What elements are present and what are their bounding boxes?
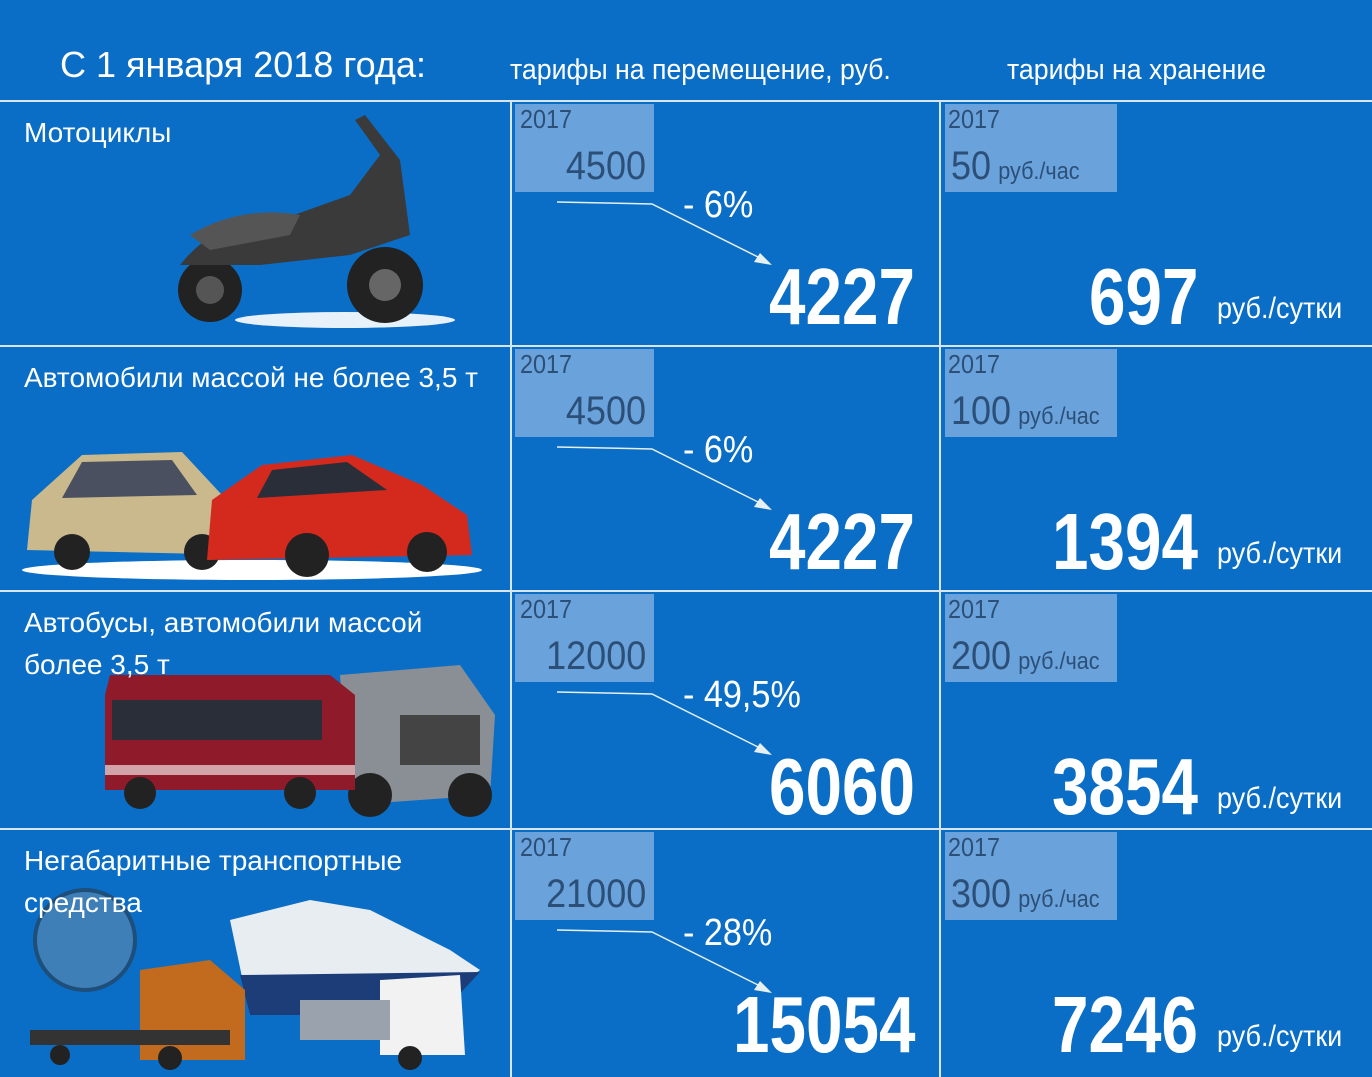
row-label: Автомобили массой не более 3,5 т bbox=[24, 362, 479, 393]
old-tariff: 50 bbox=[951, 144, 992, 188]
change-arrow bbox=[556, 691, 772, 755]
old-tariff-line: 100 руб./час bbox=[951, 389, 1100, 434]
new-tariff: 3854 bbox=[1052, 742, 1198, 831]
new-tariff: 4227 bbox=[769, 252, 915, 341]
old-tariff: 100 bbox=[951, 389, 1012, 433]
change-percent: - 6% bbox=[683, 184, 754, 226]
column-heading: тарифы на хранение bbox=[1007, 54, 1267, 86]
old-tariff-box bbox=[515, 104, 654, 192]
old-tariff-box bbox=[515, 832, 654, 920]
year-label: 2017 bbox=[948, 594, 1001, 624]
column-heading: тарифы на перемещение, руб. bbox=[510, 54, 891, 86]
row-divider bbox=[0, 100, 1372, 102]
old-tariff: 200 bbox=[951, 634, 1012, 678]
new-tariff: 15054 bbox=[732, 980, 915, 1069]
old-tariff: 300 bbox=[951, 872, 1012, 916]
old-tariff-line: 50 руб./час bbox=[951, 144, 1080, 189]
column-divider bbox=[939, 100, 941, 1077]
old-tariff-unit: руб./час bbox=[998, 158, 1080, 185]
new-tariff: 6060 bbox=[769, 742, 915, 831]
old-tariff-box bbox=[945, 349, 1117, 437]
year-label: 2017 bbox=[948, 349, 1001, 379]
cars-image bbox=[22, 452, 482, 580]
year-label: 2017 bbox=[520, 594, 573, 624]
row-divider bbox=[0, 590, 1372, 592]
old-tariff-unit: руб./час bbox=[1018, 403, 1100, 430]
new-tariff: 697 bbox=[1088, 252, 1198, 341]
old-tariff-box bbox=[515, 349, 654, 437]
old-tariff-unit: руб./час bbox=[1018, 648, 1100, 675]
row-label: Автобусы, автомобили массой более 3,5 т bbox=[24, 607, 423, 680]
change-percent: - 6% bbox=[683, 429, 754, 471]
change-arrow bbox=[556, 446, 772, 510]
change-percent: - 28% bbox=[683, 912, 773, 954]
new-tariff: 7246 bbox=[1052, 980, 1198, 1069]
slide-title: С 1 января 2018 года: bbox=[60, 44, 426, 85]
motorcycle-image bbox=[178, 115, 455, 328]
old-tariff: 21000 bbox=[545, 872, 646, 916]
new-tariff: 4227 bbox=[769, 497, 915, 586]
column-divider bbox=[510, 100, 512, 1077]
old-tariff-unit: руб./час bbox=[1018, 886, 1100, 913]
change-arrow bbox=[556, 929, 772, 993]
year-label: 2017 bbox=[948, 104, 1001, 134]
row-divider bbox=[0, 828, 1372, 830]
old-tariff: 12000 bbox=[545, 634, 646, 678]
change-arrow bbox=[556, 201, 772, 265]
change-percent: - 49,5% bbox=[683, 674, 801, 716]
year-label: 2017 bbox=[520, 349, 573, 379]
old-tariff-box bbox=[945, 104, 1117, 192]
oversize-image bbox=[30, 888, 480, 1070]
row-label: Негабаритные транспортные средства bbox=[24, 845, 403, 918]
old-tariff-line: 200 руб./час bbox=[951, 634, 1100, 679]
new-tariff-unit: руб./сутки bbox=[1217, 782, 1343, 815]
new-tariff: 1394 bbox=[1052, 497, 1198, 586]
old-tariff: 4500 bbox=[565, 144, 646, 188]
year-label: 2017 bbox=[948, 832, 1001, 862]
old-tariff: 4500 bbox=[565, 389, 646, 433]
new-tariff-unit: руб./сутки bbox=[1217, 1020, 1343, 1053]
year-label: 2017 bbox=[520, 104, 573, 134]
old-tariff-box bbox=[945, 594, 1117, 682]
year-label: 2017 bbox=[520, 832, 573, 862]
row-divider bbox=[0, 345, 1372, 347]
old-tariff-box bbox=[945, 832, 1117, 920]
new-tariff-unit: руб./сутки bbox=[1217, 537, 1343, 570]
row-label: Мотоциклы bbox=[24, 117, 172, 148]
new-tariff-unit: руб./сутки bbox=[1217, 292, 1343, 325]
old-tariff-line: 300 руб./час bbox=[951, 872, 1100, 917]
bus-truck-image bbox=[105, 665, 495, 817]
old-tariff-box bbox=[515, 594, 654, 682]
